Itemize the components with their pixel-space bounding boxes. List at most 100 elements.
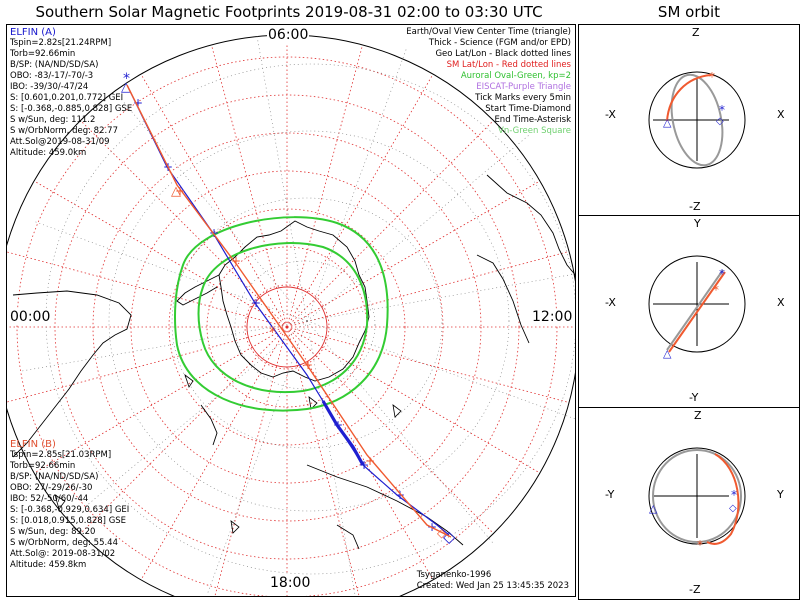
grid-line: [306, 320, 575, 420]
svg-text:△: △: [663, 116, 672, 129]
track-tick: +: [175, 184, 185, 198]
track-tick: +: [395, 488, 405, 502]
grid-line: [34, 221, 308, 322]
elfin-a-line: Altitude: 459.0km: [10, 148, 87, 158]
elfin-a-info: ELFIN (A) Tspin=2.82s[21.24RPM] Torb=92.6…: [10, 27, 132, 159]
svg-text:*: *: [731, 488, 737, 502]
grid-line: [81, 121, 288, 328]
grid-line: [286, 121, 493, 328]
yz-bottom-label: -Z: [689, 583, 701, 596]
elfin-b-track: ++++△◇*: [126, 84, 452, 540]
elfin-a-line: Att.Sol@2019-08-31/09: [10, 137, 110, 147]
yz-left-label: -Y: [605, 488, 615, 501]
track-tick: +: [209, 226, 219, 240]
svg-text:*: *: [697, 538, 703, 552]
view-center-triangle: △: [171, 184, 181, 199]
xy-bottom-label: -Y: [689, 391, 699, 404]
legend-entry: Thick - Science (FGM and/or EPD): [428, 38, 571, 48]
africa-coastline: [476, 174, 575, 344]
svg-text:◇: ◇: [716, 116, 724, 127]
view-center-triangle: △: [121, 80, 131, 95]
svg-text:◇: ◇: [729, 503, 737, 514]
grid-line: [286, 181, 539, 328]
grid-line: [306, 273, 575, 322]
end-asterisk: *: [269, 325, 276, 341]
track-tick: +: [251, 296, 261, 310]
elfin-b-info: ELFIN (B) Tspin=2.85s[21.03RPM] Torb=92.6…: [10, 439, 129, 571]
grid-line: [214, 326, 288, 596]
grid-line: [84, 320, 308, 508]
page-title: Southern Solar Magnetic Footprints 2019-…: [35, 3, 543, 21]
elfin-b-line: Torb=92.66min: [10, 461, 76, 471]
grid-line: [120, 98, 308, 322]
end-asterisk: *: [123, 71, 130, 87]
science-segment: [321, 400, 365, 466]
elfin-b-line: Altitude: 459.8km: [10, 560, 87, 570]
credits: Tsyganenko-1996 Created: Wed Jan 25 13:4…: [417, 570, 569, 592]
legend-entry: Earth/Oval View Center Time (triangle): [406, 27, 571, 37]
mlt-label-right: 12:00: [531, 309, 574, 325]
elfin-a-line: OBO: -83/-17/-70/-3: [10, 71, 94, 81]
islands: [54, 373, 402, 534]
grid-line: [141, 326, 288, 579]
legend-entry: Tick Marks every 5min: [475, 93, 571, 103]
grid-line: [256, 35, 308, 322]
grid-line: [286, 326, 433, 579]
track-tick: +: [231, 254, 241, 268]
elfin-b-lines: Tspin=2.85s[21.03RPM] Torb=92.66min B/SP: …: [10, 450, 129, 571]
grid-line: [286, 75, 433, 328]
orbit-panel-xz: △ * ◇ * Z -Z -X X: [578, 24, 800, 216]
elfin-a-track: ++++++++△◇*: [121, 71, 456, 546]
elfin-a-lines: Tspin=2.82s[21.24RPM] Torb=92.66min B/SP: …: [10, 38, 132, 159]
geo-lon-lines: [21, 35, 575, 596]
created-timestamp: Created: Wed Jan 25 13:45:35 2023: [416, 581, 569, 591]
elfin-a-line: S w/Sun, deg: 111.2: [10, 115, 96, 125]
grid-line: [21, 320, 308, 372]
elfin-a-line: S w/OrbNorm, deg: 82.77: [10, 126, 119, 136]
svg-text:*: *: [719, 267, 725, 281]
orbit-plot-xz: △ * ◇ *: [648, 70, 746, 169]
track-tick: +: [303, 358, 313, 372]
xy-right-label: X: [777, 296, 785, 309]
yz-top-label: Z: [694, 409, 702, 422]
antarctica-coastline: [218, 220, 370, 382]
elfin-b-line: OBO: 27/-29/26/-30: [10, 483, 93, 493]
legend-entry: Geo Lat/Lon - Black dotted lines: [435, 49, 571, 59]
orbit-panel-xy: △ * * Y -Y -X X: [578, 215, 800, 408]
grid-line: [286, 326, 568, 403]
xz-top-label: Z: [692, 26, 700, 39]
track-tick: +: [359, 458, 369, 472]
antarctic-peninsula: [176, 274, 220, 306]
legend-entry: Vn-Green Square: [498, 126, 571, 136]
start-diamond: ◇: [437, 526, 447, 540]
elfin-a-line: Torb=92.66min: [10, 49, 76, 59]
sm-pole-circle: [246, 286, 328, 368]
australia-coastline: [200, 404, 464, 550]
grid-line: [286, 326, 360, 596]
legend-entry: Start Time-Diamond: [485, 104, 571, 114]
orbit-panel-yz: △ * ◇ * Z -Z -Y Y: [578, 407, 800, 600]
mlt-label-bottom: 18:00: [269, 575, 312, 591]
svg-text:△: △: [663, 347, 672, 360]
grid-line: [7, 326, 288, 403]
grid-line: [211, 46, 288, 328]
elfin-a-line: S: [0.601,0.201,0.772] GEI: [10, 93, 124, 103]
elfin-a-line: Tspin=2.82s[21.24RPM]: [10, 38, 112, 48]
track-line: [126, 84, 452, 538]
xy-top-label: Y: [694, 217, 701, 230]
legend-entry: Auroral Oval-Green, kp=2: [460, 71, 571, 81]
elfin-b-line: S w/Sun, deg: 89.20: [10, 527, 96, 537]
elfin-a-header: ELFIN (A): [10, 27, 56, 38]
orbit-plot-xy: △ * *: [648, 255, 746, 360]
xy-left-label: -X: [605, 296, 616, 309]
grid-line: [306, 134, 530, 322]
elfin-b-line: IBO: 52/-50/60/-44: [10, 494, 89, 504]
elfin-a-line: B/SP: (NA/ND/SD/SA): [10, 60, 99, 70]
track-tick: +: [133, 96, 143, 110]
elfin-b-line: B/SP: (NA/ND/SD/SA): [10, 472, 99, 482]
legend-entry: EISCAT-Purple Triangle: [476, 82, 571, 92]
svg-text:△: △: [649, 502, 658, 515]
footprint-map: + + + + + + + + △ ◇ * + + + + △ ◇ * 06:00 00:00 12:00 18…: [6, 24, 576, 597]
grid-line: [207, 320, 308, 594]
xz-bottom-label: -Z: [689, 200, 701, 213]
